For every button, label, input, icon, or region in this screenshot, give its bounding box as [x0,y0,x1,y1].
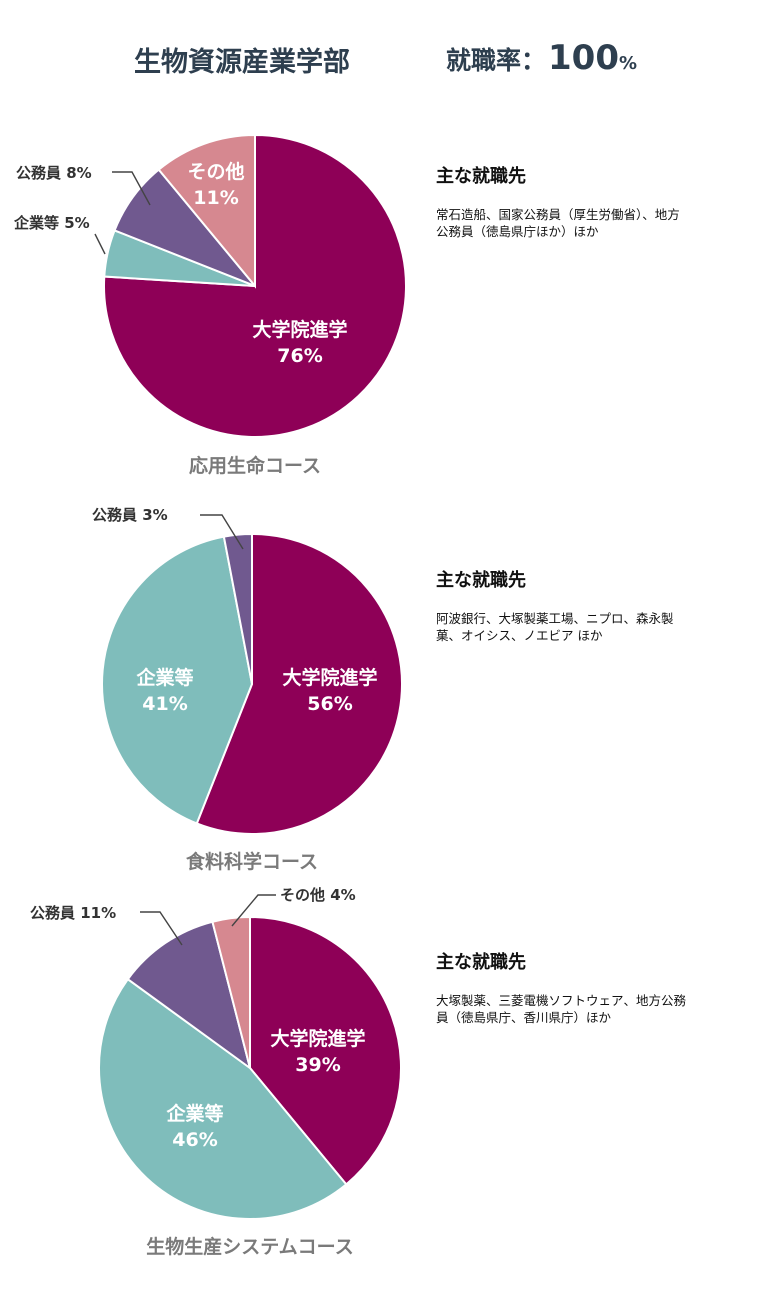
employers-text: 常石造船、国家公務員（厚生労働省）、地方公務員（徳島県庁ほか）ほか [436,207,680,239]
pie-1-label-1: 企業等 5% [13,214,90,232]
pie-3-title: 生物生産システムコース [146,1235,353,1258]
employers-block-2: 主な就職先 阿波銀行、大塚製薬工場、ニプロ、森永製菓、オイシス、ノエビア ほか [436,566,686,644]
page-header: 生物資源産業学部 就職率：100% [0,34,768,84]
pie-1-title: 応用生命コース [189,454,321,477]
pie-2-slice-2 [222,532,253,685]
pie-3-slice-1 [98,977,348,1220]
employers-block-3: 主な就職先 大塚製薬、三菱電機ソフトウェア、地方公務員（徳島県庁、香川県庁）ほか [436,948,686,1026]
pie-2-label-1: 企業等 41% [135,666,193,715]
employers-heading: 主な就職先 [436,570,526,591]
rate-label: 就職率： [446,46,547,75]
pie-chart-3 [98,915,402,1220]
pie-3-label-3: その他 4% [280,886,356,904]
pie-chart-1 [103,133,407,438]
pie-3-label-0: 大学院進学 39% [270,1027,365,1076]
pie-2-slice-1 [101,535,254,825]
pie-1-leader-2 [112,171,151,206]
pie-chart-2 [101,532,403,835]
pie-3-slice-0 [249,915,402,1186]
rate-value: 100 [548,38,619,78]
pie-1-slice-3 [157,133,256,289]
pie-1-slice-0 [103,133,407,438]
pie-2-label-0: 大学院進学 56% [282,666,377,715]
pie-2-title: 食料科学コース [186,850,318,873]
employers-text: 大塚製薬、三菱電機ソフトウェア、地方公務員（徳島県庁、香川県庁）ほか [436,993,687,1025]
pie-3-leader-2 [140,911,183,946]
pie-2-slice-0 [195,532,403,835]
pie-3-label-2: 公務員 11% [30,904,116,922]
rate-unit: % [619,53,638,74]
employers-heading: 主な就職先 [436,952,526,973]
pie-3-leader-3 [231,894,276,927]
pie-1-leader-1 [94,233,106,255]
pie-1-label-2: 公務員 8% [16,164,92,182]
employers-heading: 主な就職先 [436,166,526,187]
pie-3-slice-2 [126,920,252,1071]
pie-2-label-2: 公務員 3% [92,506,168,524]
pie-3-slice-3 [211,915,251,1069]
faculty-title: 生物資源産業学部 [134,47,350,78]
pie-1-label-3: その他 11% [187,160,244,209]
pie-3-label-1: 企業等 46% [165,1102,223,1151]
pie-1-label-0: 大学院進学 76% [252,318,347,367]
employers-text: 阿波銀行、大塚製薬工場、ニプロ、森永製菓、オイシス、ノエビア ほか [436,611,674,643]
employers-block-1: 主な就職先 常石造船、国家公務員（厚生労働省）、地方公務員（徳島県庁ほか）ほか [436,162,686,240]
pie-2-leader-2 [200,514,244,550]
employment-rate: 就職率：100% [446,38,637,78]
